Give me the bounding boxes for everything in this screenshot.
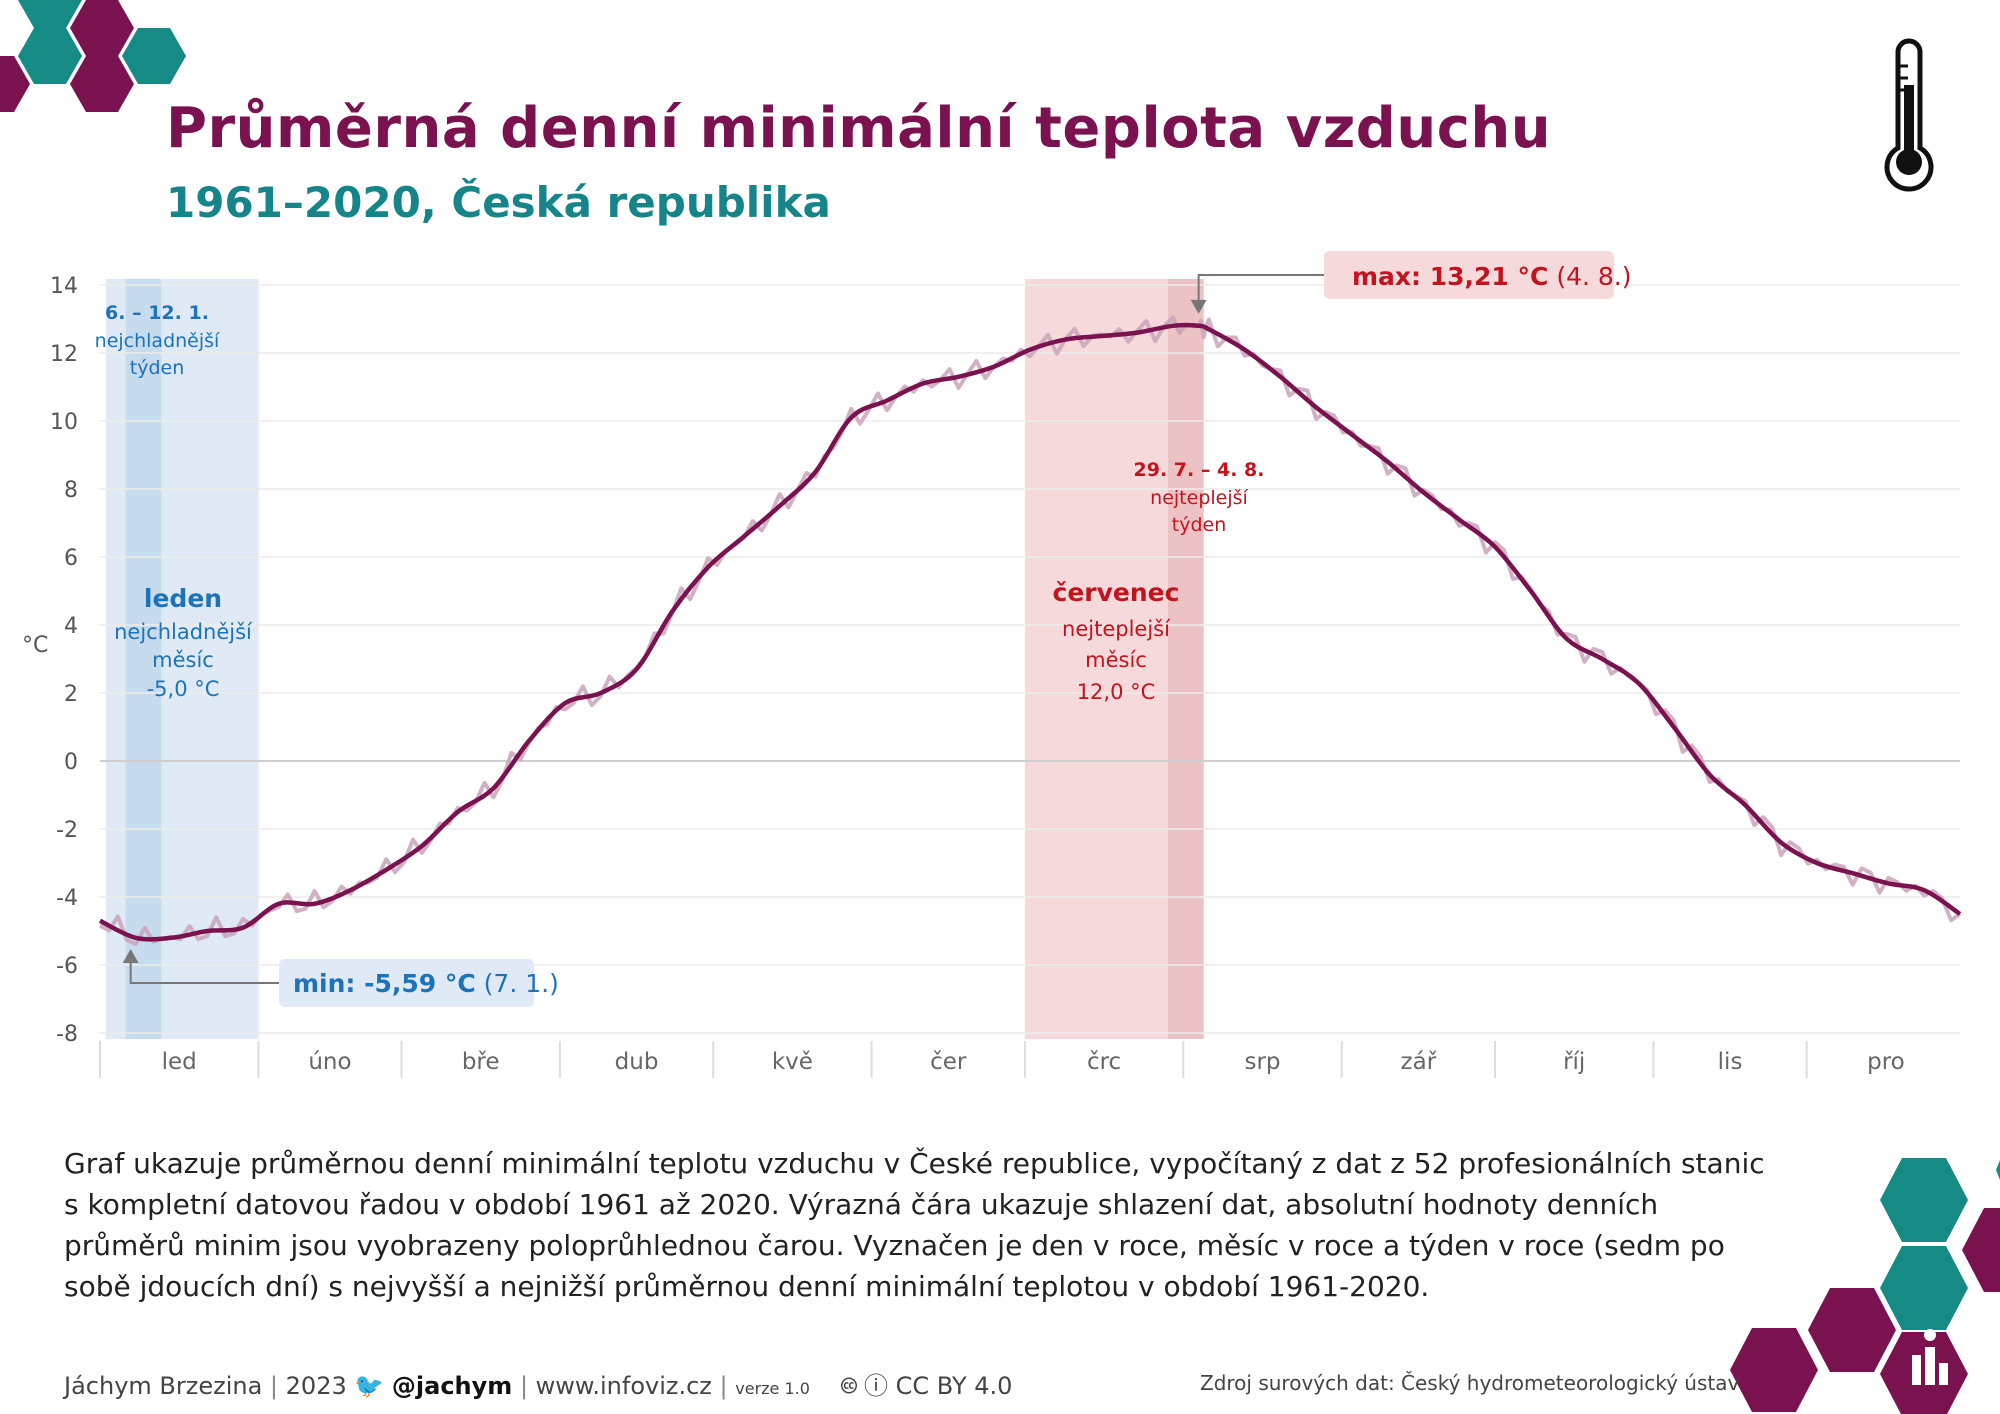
warmest-month-line2: měsíc bbox=[1085, 648, 1147, 672]
thermometer-icon bbox=[1884, 38, 1934, 192]
x-tick-label: lis bbox=[1718, 1049, 1743, 1075]
x-tick-label: srp bbox=[1244, 1049, 1280, 1075]
warmest-week-title: 29. 7. – 4. 8. bbox=[1134, 459, 1265, 481]
coldest-month-line1: nejchladnější bbox=[114, 620, 253, 644]
x-tick-label: led bbox=[162, 1049, 197, 1075]
year: 2023 bbox=[285, 1372, 347, 1400]
x-tick-label: bře bbox=[462, 1049, 500, 1075]
max-value: max: 13,21 °C bbox=[1352, 262, 1548, 291]
hexagon bbox=[1880, 1246, 1968, 1330]
warmest-month-band bbox=[1024, 279, 1184, 1039]
page-subtitle: 1961–2020, Česká republika bbox=[166, 178, 831, 227]
hexagon-cluster-bottom-right bbox=[1730, 1158, 2000, 1414]
y-tick-label: 8 bbox=[64, 478, 78, 503]
y-tick-label: -4 bbox=[56, 886, 78, 911]
footer: Jáchym Brzezina | 2023 🐦 @jachym | www.i… bbox=[64, 1372, 1013, 1400]
max-arrow-head bbox=[1190, 299, 1207, 314]
page-title: Průměrná denní minimální teplota vzduchu bbox=[166, 96, 1552, 161]
chart-description: Graf ukazuje průměrnou denní minimální t… bbox=[64, 1147, 1765, 1303]
warmest-week-band bbox=[1167, 279, 1204, 1039]
hexagon bbox=[70, 0, 134, 56]
twitter-icon: 🐦 bbox=[354, 1372, 385, 1400]
person-icon: ⓘ bbox=[864, 1372, 888, 1400]
hexagon bbox=[0, 56, 30, 112]
x-tick-label: zář bbox=[1401, 1049, 1437, 1075]
coldest-month-line2: měsíc bbox=[152, 648, 214, 672]
hexagon bbox=[1808, 1288, 1896, 1372]
warmest-week-line2: týden bbox=[1172, 514, 1227, 536]
author: Jáchym Brzezina bbox=[64, 1372, 263, 1400]
hexagon bbox=[18, 0, 82, 28]
coldest-week-title: 6. – 12. 1. bbox=[105, 302, 209, 324]
y-tick-label: -6 bbox=[56, 954, 78, 979]
max-label-box bbox=[1324, 251, 1614, 299]
y-tick-label: 12 bbox=[50, 342, 78, 367]
y-tick-label: -2 bbox=[56, 818, 78, 843]
hexagon bbox=[1730, 1328, 1818, 1412]
min-value: min: -5,59 °C bbox=[293, 969, 476, 998]
y-axis-label: °C bbox=[22, 633, 48, 658]
smoothed-series-line bbox=[98, 322, 1962, 942]
cc-icon: 🅭 bbox=[841, 1372, 857, 1400]
x-tick-label: kvě bbox=[772, 1049, 813, 1075]
max-label: max: 13,21 °C (4. 8.) bbox=[1352, 262, 1631, 291]
hexagon bbox=[122, 28, 186, 84]
min-date: (7. 1.) bbox=[476, 969, 559, 998]
hexagon-cluster-top-left bbox=[0, 0, 186, 112]
x-tick-label: čer bbox=[930, 1049, 967, 1075]
warmest-week-line1: nejteplejší bbox=[1150, 487, 1248, 509]
license: CC BY 4.0 bbox=[895, 1372, 1013, 1400]
coldest-month-value: -5,0 °C bbox=[147, 677, 220, 701]
max-leader-line bbox=[1197, 274, 1325, 302]
infoviz-icon bbox=[1912, 1329, 1948, 1385]
hexagon bbox=[18, 28, 82, 84]
y-tick-label: 4 bbox=[64, 614, 78, 639]
warmest-month-line1: nejteplejší bbox=[1062, 617, 1171, 641]
hexagon bbox=[1880, 1332, 1968, 1414]
x-tick-label: úno bbox=[308, 1049, 351, 1075]
y-tick-label: -8 bbox=[56, 1022, 78, 1047]
x-tick-label: říj bbox=[1563, 1049, 1585, 1075]
min-label-box bbox=[279, 959, 534, 1007]
x-tick-label: pro bbox=[1867, 1049, 1905, 1075]
twitter-handle[interactable]: @jachym bbox=[391, 1372, 513, 1400]
x-tick-label: dub bbox=[615, 1049, 659, 1075]
hexagon bbox=[1880, 1158, 1968, 1242]
y-tick-label: 6 bbox=[64, 546, 78, 571]
coldest-week-line1: nejchladnější bbox=[95, 330, 220, 352]
temperature-chart: 14 12 10 8 6 4 2 0 -2 -4 -6 -8 °C led úno bře dub kvě čer č… bbox=[22, 251, 1962, 1078]
y-tick-label: 0 bbox=[64, 750, 78, 775]
hexagon bbox=[1996, 1160, 2000, 1180]
coldest-week-line2: týden bbox=[130, 357, 185, 379]
version: verze 1.0 bbox=[735, 1379, 810, 1398]
min-leader-line bbox=[129, 961, 280, 984]
y-tick-label: 14 bbox=[50, 274, 78, 299]
hexagon bbox=[70, 56, 134, 112]
min-label: min: -5,59 °C (7. 1.) bbox=[293, 969, 559, 998]
y-tick-label: 10 bbox=[50, 410, 78, 435]
warmest-month-title: červenec bbox=[1053, 578, 1180, 607]
data-source: Zdroj surových dat: Český hydrometeorolo… bbox=[1200, 1371, 1740, 1395]
website-link[interactable]: www.infoviz.cz bbox=[535, 1372, 712, 1400]
min-arrow-head bbox=[122, 949, 139, 964]
max-date: (4. 8.) bbox=[1548, 262, 1631, 291]
warmest-month-value: 12,0 °C bbox=[1077, 680, 1156, 704]
y-tick-label: 2 bbox=[64, 682, 78, 707]
hexagon bbox=[1962, 1208, 2000, 1292]
coldest-month-title: leden bbox=[144, 584, 222, 613]
x-tick-label: črc bbox=[1087, 1049, 1121, 1075]
coldest-week-band bbox=[125, 279, 162, 1039]
